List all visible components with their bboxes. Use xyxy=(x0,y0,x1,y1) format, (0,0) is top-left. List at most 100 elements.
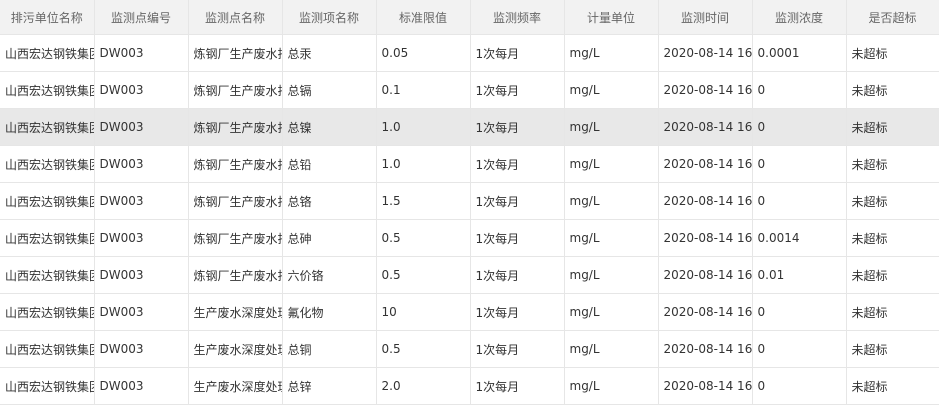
column-header[interactable]: 计量单位 xyxy=(563,0,659,35)
column-header[interactable]: 排污单位名称 xyxy=(0,0,95,35)
table-cell: mg/L xyxy=(563,71,659,109)
column-header[interactable]: 监测频率 xyxy=(469,0,565,35)
table-cell: 六价铬 xyxy=(281,256,377,294)
table-row[interactable]: 山西宏达钢铁集团 DW003 炼钢厂生产废水排 总铅 1.0 1次每月 mg/L 2020-0… xyxy=(0,145,939,183)
column-header[interactable]: 监测点编号 xyxy=(93,0,189,35)
table-cell: 0 xyxy=(751,71,847,109)
table-cell: 山西宏达钢铁集团 xyxy=(0,219,95,257)
table-body: 山西宏达钢铁集团 DW003 炼钢厂生产废水排 总汞 0.05 1次每月 mg/L 2020-… xyxy=(0,34,939,405)
table-row[interactable]: 山西宏达钢铁集团 DW003 炼钢厂生产废水排 总砷 0.5 1次每月 mg/L 2020-0… xyxy=(0,219,939,257)
table-row[interactable]: 山西宏达钢铁集团 DW003 生产废水深度处理 氟化物 10 1次每月 mg/L 2020-0… xyxy=(0,293,939,331)
table-cell: 10 xyxy=(375,293,471,331)
table-cell: 0.5 xyxy=(375,256,471,294)
table-cell: 1.0 xyxy=(375,145,471,183)
table-cell: 炼钢厂生产废水排 xyxy=(187,34,283,72)
table-cell: 总铅 xyxy=(281,145,377,183)
table-cell: 0.1 xyxy=(375,71,471,109)
table-cell: 1次每月 xyxy=(469,256,565,294)
table-cell: DW003 xyxy=(93,108,189,146)
column-header[interactable]: 监测项名称 xyxy=(281,0,377,35)
table-row[interactable]: 山西宏达钢铁集团 DW003 炼钢厂生产废水排 总汞 0.05 1次每月 mg/L 2020-… xyxy=(0,34,939,72)
table-cell: 1次每月 xyxy=(469,293,565,331)
table-cell: 炼钢厂生产废水排 xyxy=(187,182,283,220)
table-cell: 未超标 xyxy=(845,108,939,146)
table-cell: 2020-08-14 16:5 xyxy=(657,34,753,72)
table-cell: 氟化物 xyxy=(281,293,377,331)
table-cell: 未超标 xyxy=(845,293,939,331)
table-cell: 总砷 xyxy=(281,219,377,257)
table-cell: 山西宏达钢铁集团 xyxy=(0,293,95,331)
table-row[interactable]: 山西宏达钢铁集团 DW003 炼钢厂生产废水排 总镉 0.1 1次每月 mg/L 2020-0… xyxy=(0,71,939,109)
table-cell: 山西宏达钢铁集团 xyxy=(0,34,95,72)
column-header[interactable]: 标准限值 xyxy=(375,0,471,35)
table-cell: mg/L xyxy=(563,367,659,405)
table-cell: 2020-08-14 16:5 xyxy=(657,71,753,109)
table-cell: 2020-08-14 16:5 xyxy=(657,182,753,220)
column-header[interactable]: 监测点名称 xyxy=(187,0,283,35)
table-cell: 总镉 xyxy=(281,71,377,109)
table-row[interactable]: 山西宏达钢铁集团 DW003 炼钢厂生产废水排 六价铬 0.5 1次每月 mg/L 2020-… xyxy=(0,256,939,294)
table-cell: 1次每月 xyxy=(469,108,565,146)
table-header: 排污单位名称 监测点编号 监测点名称 监测项名称 标准限值 监测频率 计量单位 监测时间 监测浓… xyxy=(0,0,939,35)
table-cell: 山西宏达钢铁集团 xyxy=(0,330,95,368)
table-row[interactable]: 山西宏达钢铁集团 DW003 生产废水深度处理 总锌 2.0 1次每月 mg/L 2020-0… xyxy=(0,367,939,405)
table-cell: 山西宏达钢铁集团 xyxy=(0,71,95,109)
column-header[interactable]: 是否超标 xyxy=(845,0,939,35)
table-cell: 总汞 xyxy=(281,34,377,72)
table-cell: 总锌 xyxy=(281,367,377,405)
table-cell: 生产废水深度处理 xyxy=(187,367,283,405)
table-cell: 1次每月 xyxy=(469,219,565,257)
table-cell: 山西宏达钢铁集团 xyxy=(0,256,95,294)
table-cell: 1次每月 xyxy=(469,330,565,368)
table-cell: 1.5 xyxy=(375,182,471,220)
table-cell: 0.0001 xyxy=(751,34,847,72)
table-cell: DW003 xyxy=(93,34,189,72)
table-cell: 未超标 xyxy=(845,367,939,405)
table-cell: 未超标 xyxy=(845,182,939,220)
table-cell: 2020-08-14 16:5 xyxy=(657,108,753,146)
table-cell: 0.5 xyxy=(375,330,471,368)
table-cell: 0 xyxy=(751,108,847,146)
table-cell: 0 xyxy=(751,367,847,405)
table-cell: 1次每月 xyxy=(469,367,565,405)
table-cell: 2020-08-14 16:5 xyxy=(657,219,753,257)
table-cell: 0 xyxy=(751,145,847,183)
table-cell: 0 xyxy=(751,293,847,331)
table-cell: DW003 xyxy=(93,367,189,405)
table-cell: 1次每月 xyxy=(469,34,565,72)
table-cell: DW003 xyxy=(93,293,189,331)
table-cell: 2020-08-14 16:5 xyxy=(657,330,753,368)
table-cell: 0.5 xyxy=(375,219,471,257)
table-cell: DW003 xyxy=(93,256,189,294)
table-cell: 0.05 xyxy=(375,34,471,72)
table-cell: 山西宏达钢铁集团 xyxy=(0,145,95,183)
table-cell: 炼钢厂生产废水排 xyxy=(187,219,283,257)
column-header[interactable]: 监测时间 xyxy=(657,0,753,35)
header-row: 排污单位名称 监测点编号 监测点名称 监测项名称 标准限值 监测频率 计量单位 监测时间 监测浓… xyxy=(0,0,939,35)
table-row[interactable]: 山西宏达钢铁集团 DW003 炼钢厂生产废水排 总铬 1.5 1次每月 mg/L 2020-0… xyxy=(0,182,939,220)
table-cell: 未超标 xyxy=(845,219,939,257)
table-cell: 生产废水深度处理 xyxy=(187,293,283,331)
table-cell: 0.0014 xyxy=(751,219,847,257)
table-cell: DW003 xyxy=(93,182,189,220)
table-cell: 未超标 xyxy=(845,330,939,368)
table-cell: 1次每月 xyxy=(469,145,565,183)
table-cell: 生产废水深度处理 xyxy=(187,330,283,368)
table-cell: 2020-08-14 16:5 xyxy=(657,145,753,183)
table-cell: mg/L xyxy=(563,145,659,183)
table-cell: mg/L xyxy=(563,330,659,368)
table-cell: 0.01 xyxy=(751,256,847,294)
table-cell: 1次每月 xyxy=(469,182,565,220)
table-cell: mg/L xyxy=(563,182,659,220)
table-cell: DW003 xyxy=(93,71,189,109)
table-row[interactable]: 山西宏达钢铁集团 DW003 炼钢厂生产废水排 总镍 1.0 1次每月 mg/L 2020-0… xyxy=(0,108,939,146)
table-cell: mg/L xyxy=(563,34,659,72)
table-row[interactable]: 山西宏达钢铁集团 DW003 生产废水深度处理 总铜 0.5 1次每月 mg/L 2020-0… xyxy=(0,330,939,368)
table-cell: mg/L xyxy=(563,256,659,294)
table-cell: 未超标 xyxy=(845,145,939,183)
table-cell: 2.0 xyxy=(375,367,471,405)
column-header[interactable]: 监测浓度 xyxy=(751,0,847,35)
table-cell: mg/L xyxy=(563,108,659,146)
table-cell: 炼钢厂生产废水排 xyxy=(187,108,283,146)
